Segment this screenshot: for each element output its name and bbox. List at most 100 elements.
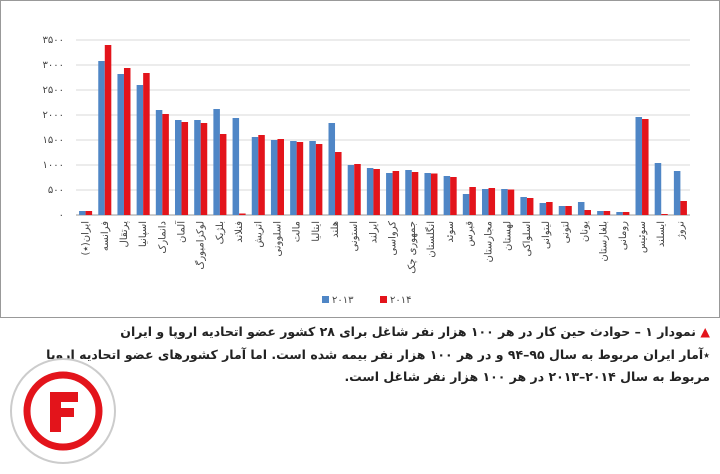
- y-tick-label: ۲۵۰۰: [43, 85, 64, 96]
- bar: [290, 141, 297, 215]
- x-tick-label: فنلاند: [234, 221, 245, 243]
- x-tick-label: ایرلند: [368, 221, 379, 243]
- bar: [85, 211, 93, 215]
- bar: [162, 114, 169, 215]
- logo: [10, 358, 116, 464]
- x-tick-label: لوکزامبورگ: [194, 221, 207, 270]
- bar: [654, 163, 662, 215]
- bar: [143, 73, 150, 215]
- x-tick-label: کرواسی: [388, 221, 399, 256]
- x-tick-label: ایران(٭): [81, 221, 92, 255]
- x-tick-label: آلمان: [175, 220, 188, 243]
- bar: [123, 68, 131, 215]
- logo-letter: [50, 392, 78, 432]
- bar: [673, 171, 681, 215]
- x-tick-label: بلژیک: [215, 221, 226, 244]
- bar: [520, 197, 527, 215]
- bar: [309, 141, 316, 215]
- x-tick-label: جمهوری چک: [407, 221, 418, 274]
- y-tick-label: ۰: [59, 210, 64, 221]
- bar: [430, 173, 438, 215]
- x-tick-label: بلغارستان: [599, 221, 610, 262]
- x-tick-label: مالت: [292, 221, 303, 242]
- bar: [335, 152, 342, 215]
- bar: [469, 187, 476, 215]
- legend-swatch: [380, 296, 387, 303]
- x-tick-label: لیتوانی: [541, 221, 552, 249]
- y-tick-label: ۳۵۰۰: [43, 35, 64, 46]
- x-tick-label: استونی: [349, 221, 360, 251]
- bar: [443, 176, 451, 215]
- bar: [622, 212, 630, 215]
- y-tick-label: ۱۵۰۰: [43, 135, 64, 146]
- bar: [251, 137, 259, 215]
- chart: ۰ ۵۰۰ ۱۰۰۰ ۱۵۰۰ ۲۰۰۰ ۲۵۰۰ ۳۰۰۰ ۳۵۰۰ ایران(٭) فران…: [0, 0, 720, 318]
- x-tick-label: ایسلند: [656, 221, 667, 247]
- bar: [277, 139, 284, 215]
- bar: [507, 189, 515, 215]
- x-tick-label: دانمارک: [157, 221, 168, 254]
- bar: [424, 173, 431, 215]
- bar: [200, 123, 208, 215]
- x-tick-label: رومانی: [618, 221, 629, 250]
- bar: [680, 201, 687, 215]
- bar: [98, 61, 105, 215]
- y-tick-label: ۲۰۰۰: [43, 110, 64, 121]
- bar: [239, 213, 246, 215]
- bar: [661, 214, 668, 215]
- bar: [482, 189, 489, 215]
- bar: [213, 109, 220, 215]
- x-tick-label: اسپانیا: [138, 221, 149, 247]
- x-tick-label: اسلواکی: [522, 221, 533, 257]
- x-tick-label: فرانسه: [100, 221, 111, 251]
- bar: [296, 142, 304, 215]
- bar: [392, 171, 400, 215]
- y-tick-label: ۳۰۰۰: [43, 60, 64, 71]
- x-tick-label: پرتقال: [119, 221, 130, 248]
- legend-label: ۲۰۱۴: [390, 295, 411, 306]
- x-tick-label: لتونی: [560, 221, 571, 243]
- y-tick-label: ۱۰۰۰: [43, 160, 64, 171]
- bar: [104, 45, 112, 215]
- x-tick-label: هلند: [330, 221, 341, 238]
- bar: [411, 172, 419, 215]
- x-tick-label: اتریش: [253, 221, 264, 248]
- x-tick-label: لهستان: [503, 221, 514, 251]
- caption: ▲ نمودار ۱ – حوادث حین کار در هر ۱۰۰ هزا…: [10, 322, 710, 342]
- x-tick-label: سوئیس: [637, 221, 648, 253]
- bar: [79, 211, 86, 215]
- bar: [219, 134, 227, 215]
- x-tick-label: سوئد: [445, 221, 456, 243]
- bar: [194, 120, 201, 215]
- x-tick-label: اسلوونی: [272, 221, 283, 257]
- bar: [565, 206, 572, 215]
- bar: [136, 85, 144, 215]
- bar: [488, 188, 496, 215]
- bar: [347, 165, 355, 215]
- bar: [354, 164, 361, 215]
- caption-marker: ▲: [700, 324, 710, 339]
- bar: [597, 211, 604, 215]
- x-tick-label: یونان: [579, 221, 590, 242]
- bar: [546, 202, 553, 215]
- bar: [616, 212, 623, 215]
- bar: [366, 168, 374, 215]
- bar: [526, 198, 534, 215]
- bar: [181, 122, 189, 215]
- footnote: ٭آمار ایران مربوط به سال ۹۵–۹۴ و در هر ۱…: [46, 347, 710, 384]
- x-tick-label: ایتالیا: [311, 221, 322, 242]
- bar: [270, 140, 278, 215]
- legend-label: ۲۰۱۳: [332, 295, 354, 306]
- x-tick-label: انگلستان: [425, 221, 437, 258]
- x-tick-label: مجارستان: [484, 221, 495, 262]
- bar: [328, 123, 336, 215]
- bar: [539, 203, 547, 215]
- bar: [642, 119, 649, 215]
- bar: [117, 74, 124, 215]
- bar: [315, 144, 323, 215]
- chart-title: نمودار ۱ – حوادث حین کار در هر ۱۰۰ هزار …: [120, 324, 697, 339]
- bar: [155, 110, 163, 215]
- legend-swatch: [322, 296, 329, 303]
- bar: [232, 118, 240, 215]
- bar: [603, 211, 611, 215]
